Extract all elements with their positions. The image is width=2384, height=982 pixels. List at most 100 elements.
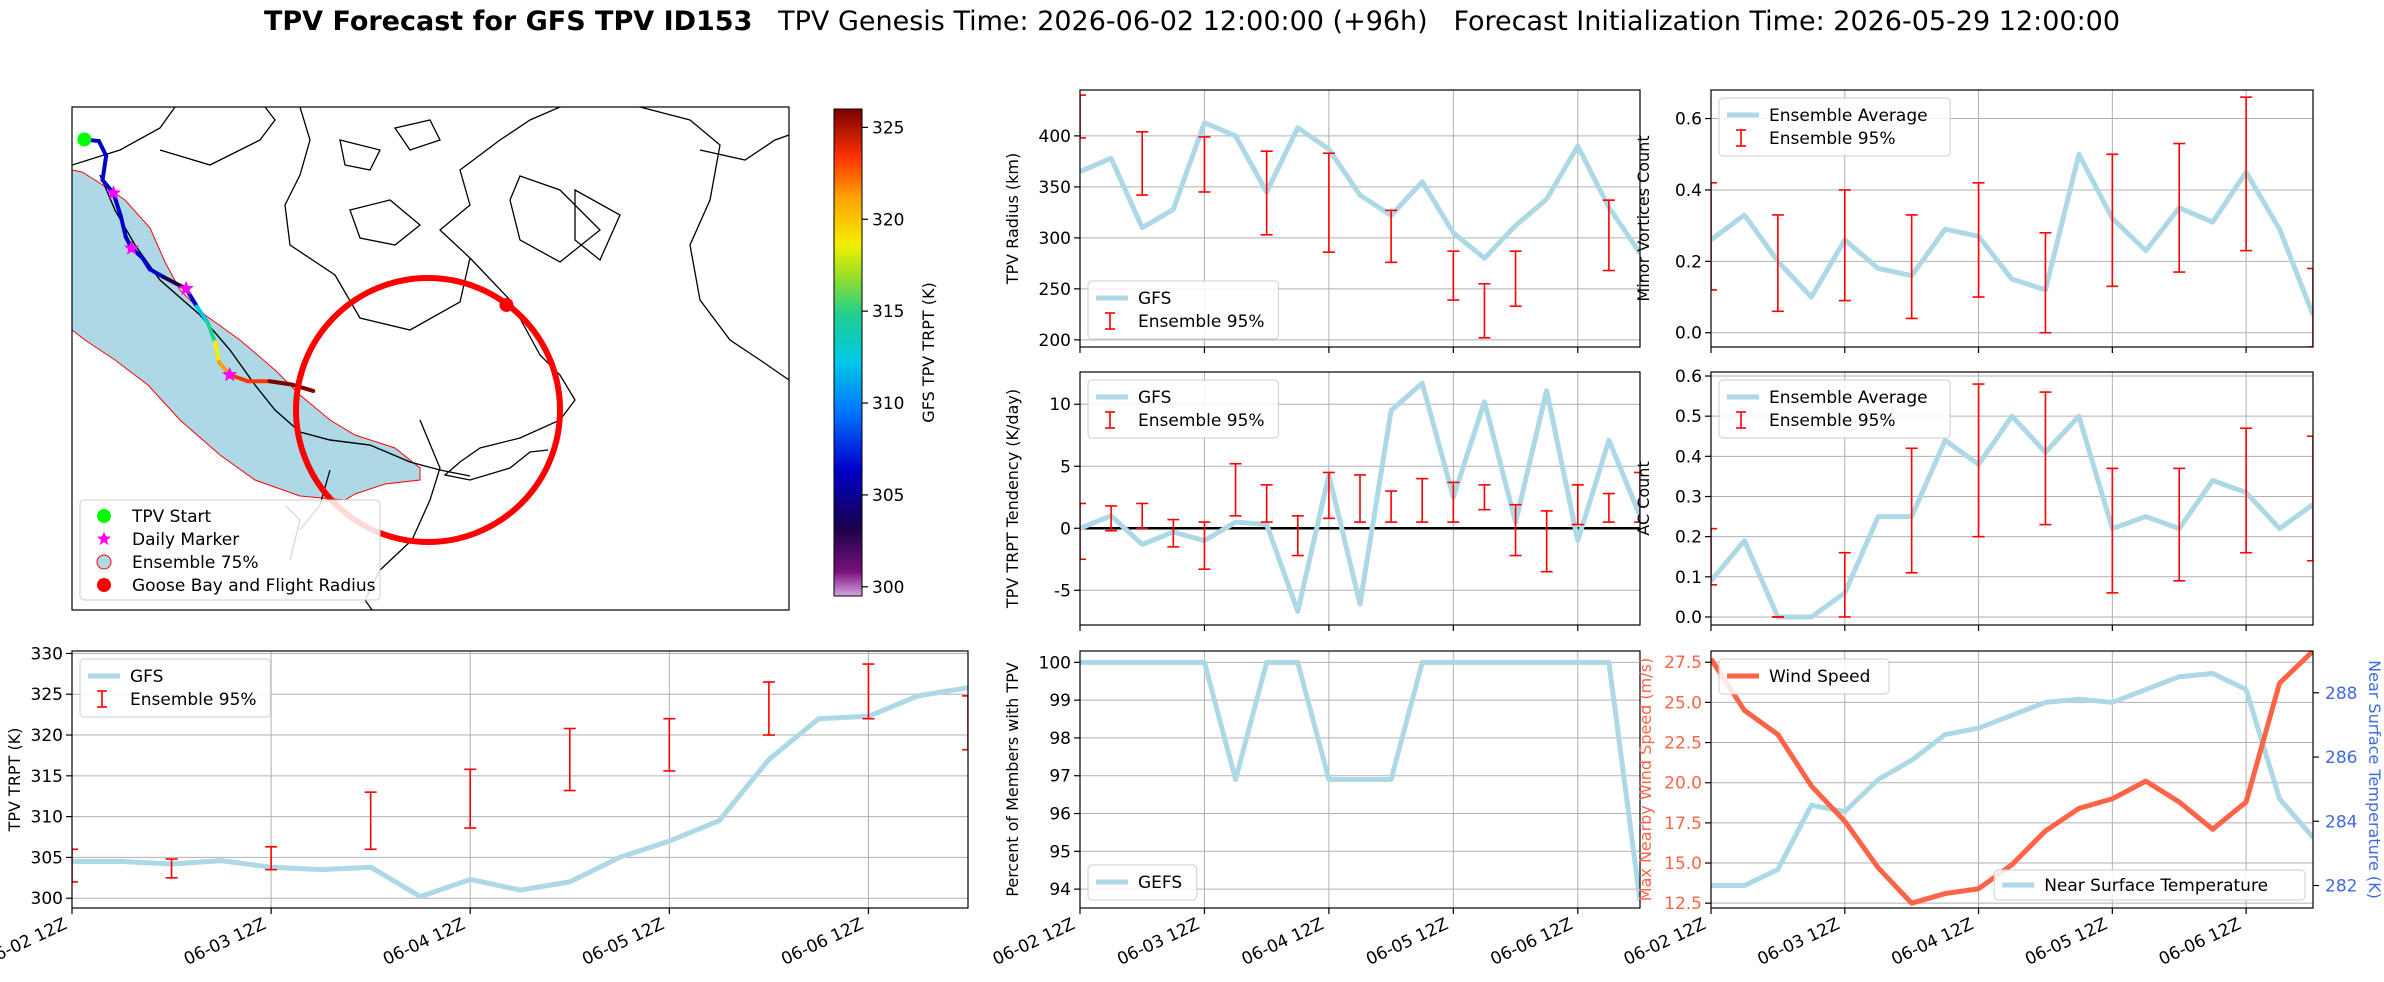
ylabel: TPV TRPT Tendency (K/day): [1003, 389, 1022, 609]
legend-box: [1087, 864, 1198, 901]
series-line-temperature: [1711, 670, 2313, 889]
xtick-label: 06-06 12Z: [1488, 914, 1576, 969]
legend: GFS Ensemble 95%: [1087, 379, 1279, 439]
xtick-label: 06-06 12Z: [778, 914, 866, 969]
panel-trpt_tendency: -5 0 5 10 TPV TRPT Tendency (K/day) GFS Ensemb…: [1003, 371, 1641, 631]
track-segment: [267, 379, 294, 387]
ytick-label: 15.0: [1664, 854, 1702, 874]
ytick-label: 315: [31, 767, 63, 787]
panel-minor_vortices: 0.0 0.2 0.4 0.6 Minor Vortices Count Ensemble…: [1634, 89, 2314, 353]
ytick-label: 22.5: [1664, 734, 1702, 754]
ytick-label: 10: [1049, 395, 1071, 415]
coastline: [72, 107, 176, 166]
ytick-label: 17.5: [1664, 814, 1702, 834]
plot-area: [1711, 383, 2313, 620]
ensemble-75-swath: [72, 169, 421, 501]
colorbar-tick-label: 320: [872, 210, 904, 230]
ytick-label: 99: [1049, 691, 1071, 711]
ytick-label: 20.0: [1664, 774, 1702, 794]
series-line: [1711, 151, 2313, 316]
panel-wind_temp: 282 284 286 288 Near Surface Temperature (K)…: [1621, 650, 2384, 970]
tpv-start-marker: [77, 132, 92, 147]
legend-goosebay-icon: [97, 578, 111, 592]
axes-frame: [1079, 89, 1641, 348]
track-segment: [118, 213, 128, 239]
legend-box: [1718, 379, 1951, 439]
plot-area: [1080, 94, 1640, 339]
ytick-label: 325: [31, 685, 63, 705]
coastline: [393, 119, 441, 151]
legend-label: Ensemble 95%: [130, 690, 257, 710]
legend-label: Wind Speed: [1769, 667, 1870, 687]
track-segment: [205, 320, 218, 345]
legend-label: Ensemble Average: [1769, 388, 1928, 408]
ytick-label: 200: [1039, 331, 1071, 351]
ylabel: Percent of Members with TPV: [1003, 662, 1022, 896]
coastline: [574, 188, 621, 262]
legend-label: Ensemble 95%: [1769, 129, 1896, 149]
legend-label: Ensemble 95%: [1769, 411, 1896, 431]
xtick-label: 06-04 12Z: [1888, 914, 1976, 969]
ytick-label: 98: [1049, 729, 1071, 749]
legend: GFS Ensemble 95%: [79, 658, 271, 718]
ytick-label: 0.5: [1675, 407, 1702, 427]
ytick-label: 0.4: [1675, 181, 1702, 201]
ytick-label: 0.2: [1675, 252, 1702, 272]
xtick-label: 06-02 12Z: [1621, 914, 1709, 969]
axes-frame: [1710, 650, 2314, 909]
figure-title-init: Forecast Initialization Time: 2026-05-29…: [1453, 6, 2121, 37]
ytick-label: 300: [1039, 229, 1071, 249]
ytick2-label: 284: [2325, 812, 2357, 832]
ytick-label: 100: [1039, 653, 1071, 673]
axes-frame: [1079, 371, 1641, 626]
legend-box: [79, 499, 381, 601]
colorbar-label: GFS TPV TRPT (K): [919, 282, 938, 422]
coastline: [699, 134, 789, 161]
panel-percent_members: 94 95 96 97 98 99 100 06-02 12Z 06-03 12Z 06-04 1…: [990, 650, 1641, 970]
daily-marker-star: [178, 280, 194, 296]
daily-marker-star: [222, 366, 238, 382]
series-line: [1711, 413, 2313, 620]
ytick-label: 320: [31, 726, 63, 746]
series-line: [72, 685, 968, 900]
ytick-label: 0.0: [1675, 608, 1702, 628]
daily-marker-star: [105, 185, 121, 200]
colorbar-tick-label: 315: [872, 302, 904, 322]
legend-label: GEFS: [1138, 873, 1182, 893]
track-map-panel: TPV Start Daily Marker Ensemble 75% Goose B…: [71, 106, 790, 611]
ytick-label: 0.6: [1675, 367, 1702, 387]
colorbar-tick-label: 310: [872, 394, 904, 414]
figure-title: TPV Forecast for GFS TPV ID153 TPV Genes…: [0, 6, 2384, 37]
map-contents: [72, 107, 789, 610]
xtick-label: 06-04 12Z: [380, 914, 468, 969]
plot-area: [72, 663, 968, 900]
legend-label: Daily Marker: [132, 530, 239, 550]
legend-box: [1993, 869, 2306, 901]
xtick-label: 06-05 12Z: [1363, 914, 1451, 969]
coastline: [159, 107, 276, 166]
panel-trpt: 300 305 310 315 320 325 330 06-02 12Z 06-03 12Z 0…: [0, 644, 969, 970]
legend: GEFS: [1087, 864, 1198, 901]
xtick-label: 06-04 12Z: [1239, 914, 1327, 969]
legend-label: GFS: [1138, 289, 1171, 309]
ytick-label: 12.5: [1664, 894, 1702, 914]
legend-box: [1718, 658, 1890, 695]
ytick2-label: 286: [2325, 748, 2357, 768]
coastline: [639, 107, 789, 381]
legend-label: Near Surface Temperature: [2044, 876, 2268, 896]
legend: GFS Ensemble 95%: [1087, 280, 1279, 340]
coastline: [509, 175, 601, 263]
track-segment: [100, 153, 109, 183]
legend-label: GFS: [130, 667, 163, 687]
coastline: [284, 107, 561, 331]
xtick-label: 06-03 12Z: [1114, 914, 1202, 969]
ytick-label: 95: [1049, 842, 1071, 862]
axes-frame: [1079, 650, 1641, 909]
ytick-label: 5: [1060, 457, 1071, 477]
plot-area: [1080, 659, 1640, 901]
xtick-label: 06-05 12Z: [579, 914, 667, 969]
ylabel: TPV TRPT (K): [5, 728, 24, 833]
axes-frame: [71, 650, 969, 909]
xtick-label: 06-05 12Z: [2022, 914, 2110, 969]
ytick-label: 350: [1039, 178, 1071, 198]
